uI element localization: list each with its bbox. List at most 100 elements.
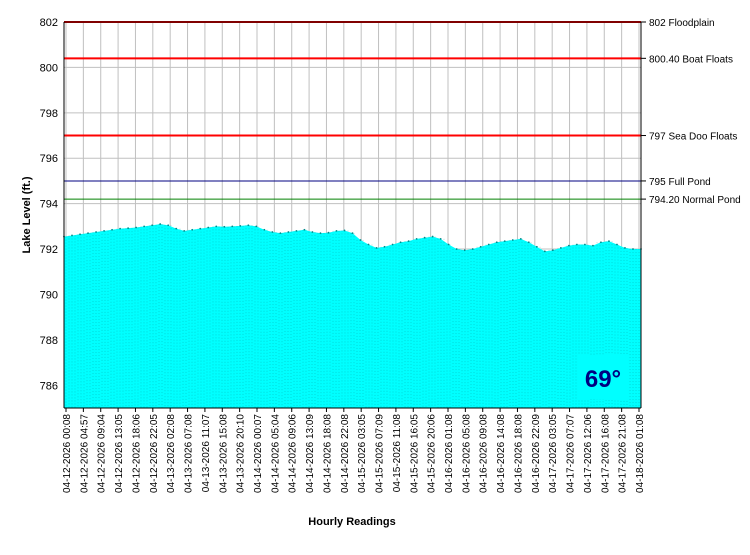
- y-tick-label: 800: [40, 62, 58, 74]
- y-tick-label: 792: [40, 244, 58, 256]
- x-tick-label: 04-15-2026 16:05: [409, 414, 420, 493]
- y-tick-label: 786: [40, 380, 58, 392]
- series-area: [63, 223, 642, 408]
- data-point: [295, 229, 298, 232]
- x-tick-label: 04-16-2026 14:08: [496, 414, 507, 493]
- data-point: [527, 241, 530, 244]
- data-point: [231, 225, 234, 228]
- data-point: [543, 250, 546, 253]
- data-point: [343, 229, 346, 232]
- temperature-value: 69°: [585, 366, 621, 393]
- temperature-badge: 69°: [578, 355, 628, 399]
- x-tick-label: 04-13-2026 20:10: [236, 414, 247, 493]
- x-tick-label: 04-17-2026 07:07: [566, 414, 577, 493]
- data-point: [135, 226, 138, 229]
- x-tick-label: 04-14-2026 09:06: [288, 414, 299, 493]
- data-point: [79, 233, 81, 236]
- data-point: [255, 225, 258, 228]
- data-point: [463, 249, 466, 252]
- data-point: [608, 240, 610, 243]
- x-tick-label: 04-12-2026 00:08: [62, 414, 73, 493]
- x-tick-label: 04-16-2026 09:08: [479, 414, 490, 493]
- x-tick-label: 04-14-2026 13:09: [305, 414, 316, 493]
- data-point: [207, 226, 210, 229]
- data-point: [263, 228, 266, 231]
- x-tick-label: 04-13-2026 07:08: [184, 414, 195, 493]
- data-point: [247, 224, 250, 227]
- data-point: [632, 248, 634, 250]
- reference-label: 795 Full Pond: [649, 177, 711, 188]
- data-point: [431, 235, 434, 238]
- reference-label: 800.40 Boat Floats: [649, 54, 733, 65]
- data-point: [239, 225, 242, 227]
- data-point: [383, 245, 386, 248]
- x-tick-label: 04-15-2026 20:06: [427, 414, 438, 493]
- series-fill: [64, 224, 641, 408]
- x-tick-label: 04-15-2026 11:08: [392, 414, 403, 493]
- data-point: [279, 232, 282, 235]
- data-point: [415, 237, 418, 240]
- x-tick-label: 04-13-2026 11:07: [201, 414, 212, 493]
- y-axis-title: Lake Level (ft.): [21, 176, 33, 253]
- data-point: [479, 245, 482, 248]
- data-point: [319, 232, 322, 235]
- data-point: [143, 225, 146, 228]
- reference-label: 802 Floodplain: [649, 18, 715, 29]
- data-point: [423, 236, 426, 239]
- data-point: [624, 247, 626, 249]
- data-point: [151, 224, 154, 227]
- x-tick-label: 04-14-2026 05:04: [270, 414, 281, 493]
- data-point: [215, 225, 218, 228]
- data-point: [439, 237, 442, 240]
- data-point: [511, 239, 514, 241]
- x-tick-label: 04-18-2026 01:08: [635, 414, 646, 493]
- data-point: [535, 245, 538, 248]
- data-point: [175, 227, 178, 230]
- data-point: [95, 231, 97, 233]
- data-point: [127, 227, 130, 230]
- x-tick-label: 04-17-2026 12:06: [583, 414, 594, 493]
- x-tick-label: 04-16-2026 18:08: [513, 414, 524, 493]
- data-point: [271, 231, 274, 233]
- y-tick-label: 790: [40, 289, 58, 301]
- x-tick-label: 04-12-2026 04:57: [79, 414, 90, 493]
- x-tick-label: 04-16-2026 05:08: [461, 414, 472, 493]
- temperature-badge-background: [578, 355, 628, 399]
- x-axis-title: Hourly Readings: [308, 516, 395, 528]
- data-point: [551, 249, 554, 252]
- data-point: [407, 240, 410, 243]
- y-tick-label: 796: [40, 153, 58, 165]
- x-tick-label: 04-12-2026 18:06: [131, 414, 142, 493]
- y-tick-label: 798: [40, 108, 58, 120]
- data-point: [519, 237, 522, 240]
- x-tick-label: 04-17-2026 03:05: [548, 414, 559, 493]
- x-tick-label: 04-16-2026 01:08: [444, 414, 455, 493]
- data-point: [103, 229, 105, 232]
- data-point: [503, 240, 506, 243]
- data-point: [399, 241, 402, 244]
- data-point: [199, 227, 202, 230]
- data-point: [351, 232, 354, 235]
- data-point: [167, 224, 170, 227]
- data-point: [119, 227, 121, 230]
- reference-label: 794.20 Normal Pond: [649, 195, 741, 206]
- data-point: [584, 243, 586, 246]
- x-tick-label: 04-13-2026 02:08: [166, 414, 177, 493]
- x-tick-label: 04-16-2026 22:09: [531, 414, 542, 493]
- data-point: [567, 244, 570, 247]
- x-tick-label: 04-14-2026 22:08: [340, 414, 351, 493]
- data-point: [391, 243, 394, 246]
- data-point: [447, 243, 450, 246]
- data-point: [359, 239, 362, 241]
- x-tick-label: 04-12-2026 13:05: [114, 414, 125, 493]
- data-point: [87, 232, 89, 235]
- data-point: [559, 247, 562, 249]
- x-tick-label: 04-14-2026 18:08: [322, 414, 333, 493]
- data-point: [471, 248, 474, 250]
- data-point: [487, 243, 490, 246]
- data-point: [287, 231, 290, 233]
- x-tick-label: 04-14-2026 00:07: [253, 414, 264, 493]
- data-point: [616, 243, 618, 246]
